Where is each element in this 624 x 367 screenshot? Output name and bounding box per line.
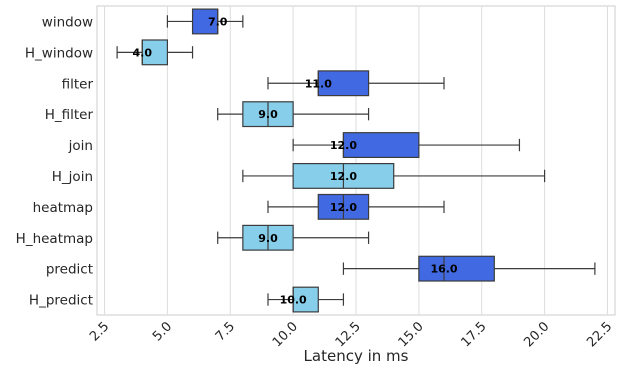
iqr-box [342,132,420,159]
box-H_predict: 10.0 [267,286,345,313]
box-window: 7.0 [166,8,244,35]
category-label: H_predict [29,293,93,309]
median-label: 9.0 [258,108,278,121]
median-label: 7.0 [208,15,228,28]
median-label: 12.0 [330,201,357,214]
category-label: predict [46,262,93,278]
x-tick-label: 15.0 [396,319,427,350]
category-label: filter [62,76,94,92]
x-tick-label: 17.5 [458,319,489,350]
iqr-box [317,70,370,97]
category-label: H_window [25,45,93,61]
x-tick-label: 20.0 [521,319,552,350]
category-label: H_join [52,169,93,185]
box-H_filter: 9.0 [217,101,370,128]
box-filter: 11.0 [267,70,445,97]
x-tick-label: 10.0 [270,319,301,350]
category-label: heatmap [33,200,93,216]
box-join: 12.0 [292,132,521,159]
box-H_join: 12.0 [242,162,546,189]
median-label: 12.0 [330,139,357,152]
boxes: 7.0 4.0 11.0 9.0 12.0 12.0 12.0 9.0 16.0 10.0 [116,8,596,313]
median-label: 12.0 [330,170,357,183]
category-label: join [68,138,93,154]
x-tick-label: 22.5 [584,319,615,350]
median-label: 10.0 [280,294,307,307]
iqr-box [141,39,169,66]
box-H_window: 4.0 [116,39,194,66]
median-label: 11.0 [305,77,332,90]
median-label: 16.0 [430,263,457,276]
category-label: H_filter [45,107,94,123]
x-tick-labels: 2.5 5.0 7.5 10.0 12.5 15.0 17.5 20.0 22.5 [87,319,615,350]
median-label: 9.0 [258,232,278,245]
box-H_heatmap: 9.0 [217,224,370,251]
iqr-box [418,255,495,282]
median-label: 4.0 [133,46,153,59]
category-label: H_heatmap [16,231,93,247]
iqr-box [191,8,219,35]
x-tick-label: 2.5 [87,319,112,344]
x-tick-label: 12.5 [333,319,364,350]
x-axis-title: Latency in ms [304,347,409,365]
box-heatmap: 12.0 [267,193,445,220]
box-predict: 16.0 [342,255,596,282]
x-tick-label: 7.5 [213,319,238,344]
x-tick-label: 5.0 [150,319,175,344]
category-label: window [42,14,93,30]
